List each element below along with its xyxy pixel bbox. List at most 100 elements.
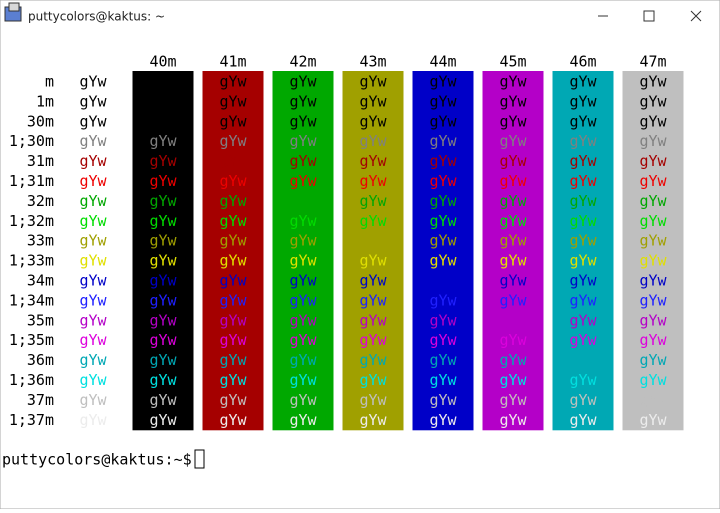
- sample-text: gYw: [569, 73, 597, 91]
- sample-text: gYw: [499, 192, 527, 210]
- sample-text: gYw: [429, 92, 457, 110]
- sample-text: gYw: [499, 311, 527, 329]
- terminal: 40m 41m 42m 43m 44m 45m 46m 47m m gYw gYw gYw gYw gYw…: [2, 53, 684, 469]
- sample-text: gYw: [359, 92, 387, 110]
- sample-text: gYw: [79, 92, 107, 110]
- sample-text: gYw: [359, 311, 387, 329]
- row-label: 34m: [27, 272, 54, 290]
- column-header: 47m: [639, 53, 666, 71]
- background-column: [132, 71, 194, 431]
- sample-text: gYw: [429, 152, 457, 170]
- sample-text: gYw: [569, 212, 597, 230]
- sample-text: gYw: [79, 291, 107, 309]
- sample-text: gYw: [79, 73, 107, 91]
- sample-text: gYw: [79, 232, 107, 250]
- sample-text: gYw: [219, 272, 247, 290]
- close-button[interactable]: [690, 10, 702, 22]
- sample-text: gYw: [79, 391, 107, 409]
- sample-text: gYw: [429, 212, 457, 230]
- sample-text: gYw: [359, 73, 387, 91]
- shell-prompt: puttycolors@kaktus:~$: [2, 451, 192, 469]
- sample-text: gYw: [79, 351, 107, 369]
- sample-text: gYw: [569, 272, 597, 290]
- sample-text: gYw: [639, 132, 667, 150]
- sample-text: gYw: [289, 112, 317, 130]
- sample-text: gYw: [569, 311, 597, 329]
- row-label: 1;33m: [9, 252, 54, 270]
- sample-text: gYw: [639, 291, 667, 309]
- sample-text: gYw: [79, 311, 107, 329]
- sample-text: gYw: [429, 232, 457, 250]
- background-column: [622, 71, 684, 431]
- row-label: 1;35m: [9, 331, 54, 349]
- sample-text: gYw: [219, 212, 247, 230]
- background-column: [272, 71, 334, 431]
- sample-text: gYw: [149, 152, 177, 170]
- sample-text: gYw: [289, 172, 317, 190]
- app-icon-part: [8, 2, 20, 12]
- sample-text: gYw: [359, 411, 387, 429]
- sample-text: gYw: [289, 92, 317, 110]
- sample-text: gYw: [499, 351, 527, 369]
- sample-text: gYw: [639, 272, 667, 290]
- sample-text: gYw: [429, 272, 457, 290]
- row-label: 1;30m: [9, 132, 54, 150]
- column-header: 42m: [289, 53, 316, 71]
- sample-text: gYw: [499, 252, 527, 270]
- sample-text: gYw: [149, 391, 177, 409]
- sample-text: gYw: [219, 132, 247, 150]
- sample-text: gYw: [639, 192, 667, 210]
- sample-text: gYw: [149, 232, 177, 250]
- sample-text: gYw: [289, 411, 317, 429]
- maximize-button[interactable]: [643, 10, 655, 22]
- sample-text: gYw: [499, 172, 527, 190]
- sample-text: gYw: [639, 391, 667, 409]
- background-column: [342, 71, 404, 431]
- sample-text: gYw: [359, 331, 387, 349]
- column-header: 44m: [429, 53, 456, 71]
- sample-text: gYw: [79, 371, 107, 389]
- sample-text: gYw: [149, 172, 177, 190]
- sample-text: gYw: [499, 212, 527, 230]
- sample-text: gYw: [569, 331, 597, 349]
- sample-text: gYw: [149, 112, 177, 130]
- sample-text: gYw: [499, 73, 527, 91]
- sample-text: gYw: [639, 411, 667, 429]
- sample-text: gYw: [219, 152, 247, 170]
- sample-text: gYw: [499, 331, 527, 349]
- sample-text: gYw: [359, 391, 387, 409]
- sample-text: gYw: [219, 371, 247, 389]
- sample-text: gYw: [359, 272, 387, 290]
- cursor: [194, 449, 205, 469]
- row-label: 36m: [27, 351, 54, 369]
- sample-text: gYw: [219, 172, 247, 190]
- sample-text: gYw: [79, 272, 107, 290]
- sample-text: gYw: [149, 92, 177, 110]
- row-label: 1;36m: [9, 371, 54, 389]
- sample-text: gYw: [639, 152, 667, 170]
- sample-text: gYw: [639, 172, 667, 190]
- sample-text: gYw: [219, 391, 247, 409]
- sample-text: gYw: [499, 391, 527, 409]
- background-column: [202, 71, 264, 431]
- sample-text: gYw: [289, 371, 317, 389]
- sample-text: gYw: [289, 272, 317, 290]
- sample-text: gYw: [429, 73, 457, 91]
- sample-text: gYw: [429, 192, 457, 210]
- sample-text: gYw: [79, 192, 107, 210]
- sample-text: gYw: [569, 112, 597, 130]
- sample-text: gYw: [149, 311, 177, 329]
- sample-text: gYw: [219, 411, 247, 429]
- sample-text: gYw: [149, 192, 177, 210]
- sample-text: gYw: [359, 172, 387, 190]
- sample-text: gYw: [149, 371, 177, 389]
- sample-text: gYw: [569, 411, 597, 429]
- sample-text: gYw: [79, 112, 107, 130]
- sample-text: gYw: [359, 212, 387, 230]
- sample-text: gYw: [359, 192, 387, 210]
- sample-text: gYw: [79, 331, 107, 349]
- sample-text: gYw: [499, 371, 527, 389]
- sample-text: gYw: [359, 252, 387, 270]
